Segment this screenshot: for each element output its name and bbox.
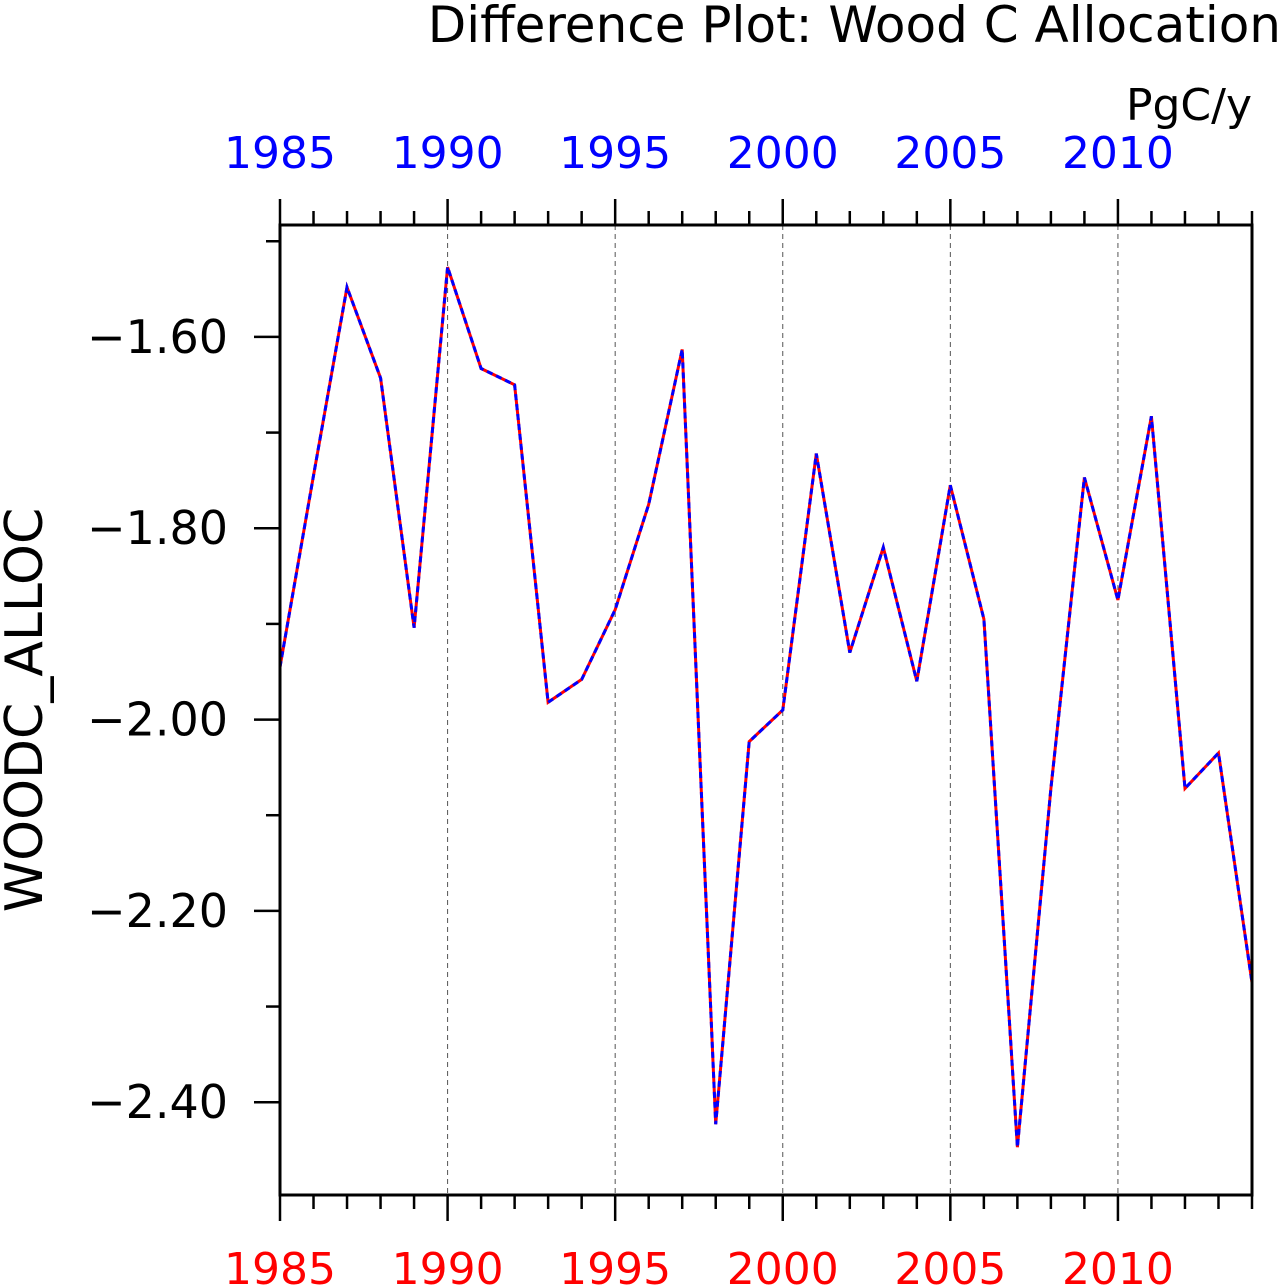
axis-ticks <box>254 199 1254 1221</box>
bottom-x-tick-label: 1990 <box>392 1244 504 1286</box>
data-series <box>278 266 1254 1148</box>
chart-title: Difference Plot: Wood C Allocation <box>428 0 1281 54</box>
bottom-x-tick-label: 1985 <box>224 1244 336 1286</box>
bottom-x-tick-label: 2005 <box>894 1244 1006 1286</box>
top-x-tick-label: 1990 <box>392 128 504 179</box>
top-x-tick-label: 1985 <box>224 128 336 179</box>
top-x-tick-label: 2010 <box>1062 128 1174 179</box>
units-label: PgC/y <box>1126 80 1252 131</box>
plot-frame <box>278 223 1254 1197</box>
bottom-x-tick-label: 1995 <box>559 1244 671 1286</box>
y-axis-label: WOODC_ALLOC <box>0 508 55 913</box>
top-x-tick-label: 2005 <box>894 128 1006 179</box>
y-tick-label: −2.40 <box>87 1075 228 1129</box>
top-x-tick-label: 2000 <box>727 128 839 179</box>
bottom-x-tick-label: 2010 <box>1062 1244 1174 1286</box>
y-tick-label: −1.60 <box>87 310 228 364</box>
tick-labels: 1985 1985 1990 1990 1995 1995 2000 2000 2005 2005… <box>87 128 1174 1286</box>
series-line-1 <box>278 266 1254 1148</box>
bottom-x-tick-label: 2000 <box>727 1244 839 1286</box>
series-line-2 <box>278 266 1254 1148</box>
top-x-tick-label: 1995 <box>559 128 671 179</box>
y-tick-label: −2.00 <box>87 693 228 747</box>
y-tick-label: −2.20 <box>87 884 228 938</box>
y-tick-label: −1.80 <box>87 501 228 555</box>
